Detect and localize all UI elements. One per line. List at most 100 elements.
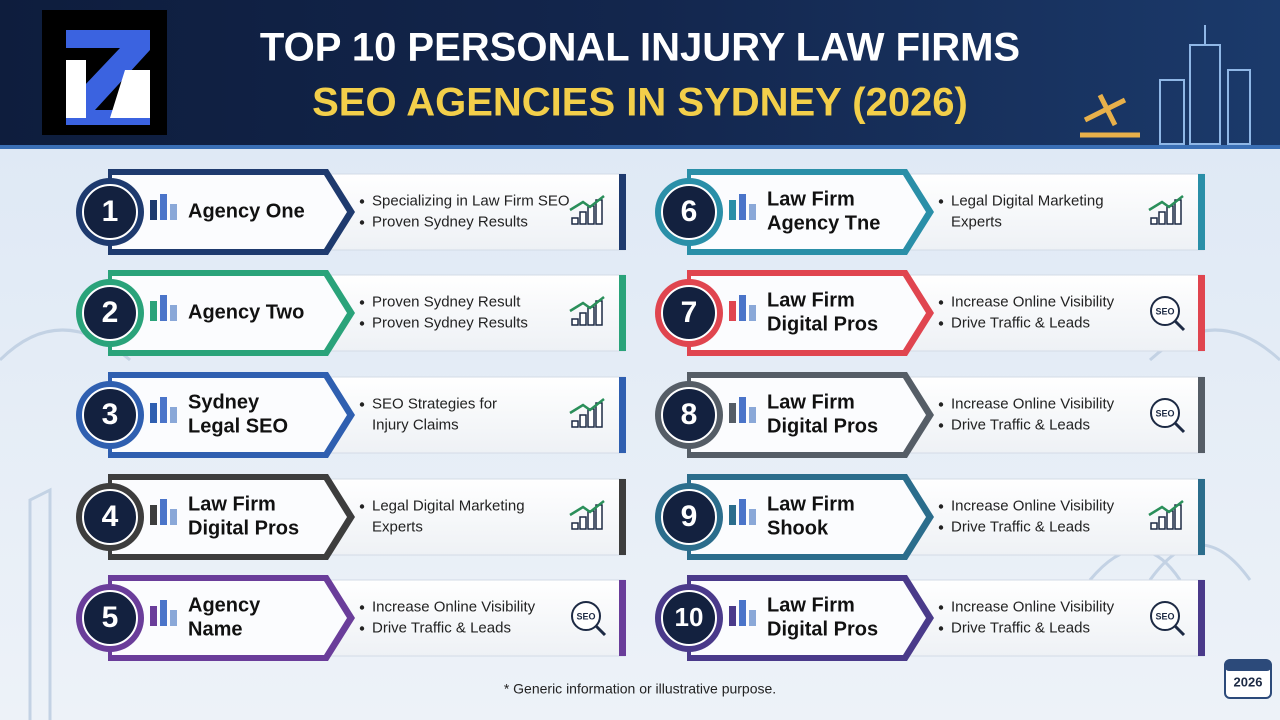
icon-part (571, 522, 579, 530)
bullet-dot (938, 199, 944, 204)
icon-part (749, 509, 756, 525)
card-accent (619, 275, 626, 351)
rank: 5 (102, 601, 119, 634)
rank-disc (661, 184, 717, 240)
rank-disc (661, 387, 717, 443)
agency-icon (150, 397, 177, 423)
name-chevron-inner (691, 175, 926, 249)
agency-icon (150, 295, 177, 321)
icon-part (595, 300, 603, 326)
bullet-dot (938, 402, 944, 407)
bullet-text: Experts (951, 213, 1002, 230)
bullet-dot (359, 321, 365, 326)
agency-name: Law Firm (767, 493, 855, 515)
bullet-dot (938, 525, 944, 530)
bullet-text: Specializing in Law Firm SEO (372, 192, 570, 209)
agency-name: Name (188, 618, 242, 640)
icon-part (569, 296, 605, 313)
bullet-text: Injury Claims (372, 416, 459, 433)
icon-part (1173, 421, 1186, 434)
icon-part (579, 516, 587, 530)
bullet-dot (359, 402, 365, 407)
card-accent (619, 174, 626, 250)
card-panel (896, 478, 1205, 556)
rank: 1 (102, 195, 119, 228)
bullet-dot (938, 626, 944, 631)
agency-name: Digital Pros (767, 313, 878, 335)
feature-icon: SEO (1150, 398, 1186, 434)
bullet-text: Proven Sydney Results (372, 314, 528, 331)
card-accent (1198, 580, 1205, 656)
icon-part (739, 600, 746, 626)
name-chevron-inner (112, 378, 347, 452)
feature-icon (569, 296, 605, 326)
icon-part (1150, 296, 1180, 326)
skyline (1080, 25, 1251, 145)
icon-part (150, 606, 157, 626)
feature-icon: SEO (571, 601, 607, 637)
icon-part (587, 306, 595, 326)
agency-name: Agency Tne (767, 212, 880, 234)
icon-part (729, 403, 736, 423)
icon-part (160, 499, 167, 525)
icon-part (170, 610, 177, 626)
icon-part (160, 194, 167, 220)
agency-name: Digital Pros (188, 517, 299, 539)
icon-part (571, 217, 579, 225)
icon-part (150, 301, 157, 321)
card-panel (317, 376, 626, 454)
icon-part (1173, 624, 1186, 637)
bullet-text: Increase Online Visibility (372, 598, 536, 615)
agency-icon (729, 295, 756, 321)
feature-icon (569, 398, 605, 428)
feature-icon (569, 500, 605, 530)
icon-part (749, 407, 756, 423)
bullet-text: Legal Digital Marketing (372, 497, 525, 514)
name-chevron-inner (691, 378, 926, 452)
icon-part (170, 204, 177, 220)
card-accent (1198, 377, 1205, 453)
name-chevron-inner (112, 581, 347, 655)
icon-part (170, 509, 177, 525)
rank-disc (82, 285, 138, 341)
header-rule (0, 145, 1280, 149)
bullet-dot (359, 220, 365, 225)
icon-part (170, 407, 177, 423)
agency-icon (729, 600, 756, 626)
icon-part (1174, 199, 1182, 225)
icon-part (150, 505, 157, 525)
icon-part (150, 403, 157, 423)
agency-name: Legal SEO (188, 415, 288, 437)
card-panel (317, 274, 626, 352)
agency-name: Law Firm (767, 188, 855, 210)
card-panel (317, 173, 626, 251)
rank-disc (82, 590, 138, 646)
name-chevron-inner (691, 276, 926, 350)
icon-label: SEO (1155, 306, 1174, 316)
icon-part (729, 505, 736, 525)
name-chevron-inner (112, 276, 347, 350)
title: TOP 10 PERSONAL INJURY LAW FIRMS (260, 26, 1020, 70)
rank: 8 (681, 398, 698, 431)
rank-disc (661, 489, 717, 545)
card-accent (619, 580, 626, 656)
agency-name: Law Firm (767, 594, 855, 616)
bullet-dot (359, 504, 365, 509)
header (0, 0, 1280, 148)
bullet-text: Proven Sydney Results (372, 213, 528, 230)
icon-part (1148, 500, 1184, 517)
icon-part (749, 305, 756, 321)
rank: 10 (675, 602, 704, 632)
bullet-dot (359, 605, 365, 610)
bullet-text: Drive Traffic & Leads (951, 518, 1090, 535)
card-accent (1198, 174, 1205, 250)
icon-part (1173, 319, 1186, 332)
icon-part (160, 600, 167, 626)
